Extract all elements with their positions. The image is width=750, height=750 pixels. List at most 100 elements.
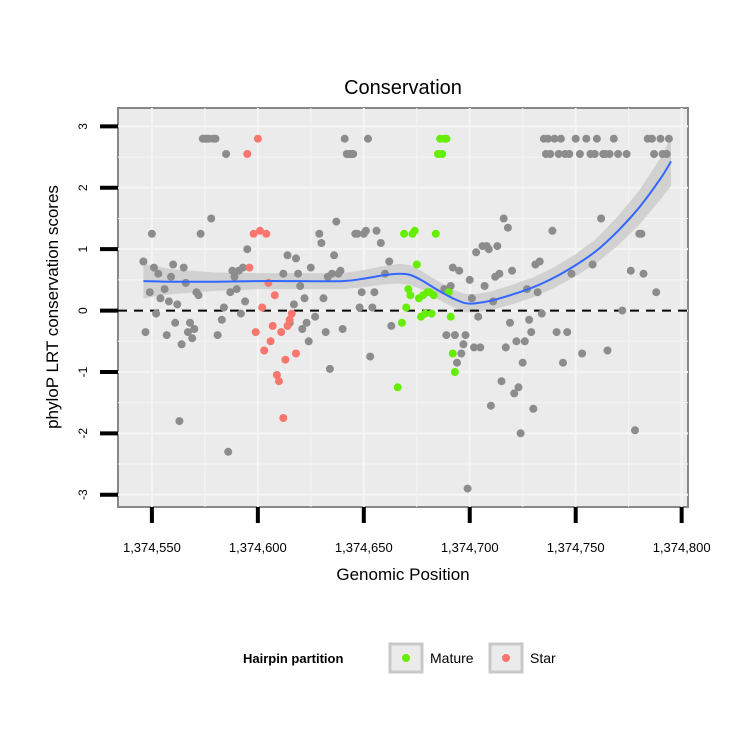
chart-title: Conservation	[344, 77, 462, 99]
y-tick-label: -2	[76, 428, 90, 439]
point-other	[328, 269, 336, 278]
smooth-trend-line	[143, 160, 672, 305]
y-axis-label: phyloP LRT conservation scores	[43, 185, 62, 429]
point-other	[470, 343, 478, 352]
point-other	[588, 260, 597, 269]
point-star	[258, 303, 267, 312]
point-other	[177, 340, 186, 349]
point-other	[590, 150, 599, 158]
point-other	[300, 294, 309, 303]
point-other	[361, 226, 370, 235]
point-other	[306, 263, 315, 272]
point-other	[332, 217, 341, 226]
point-other	[578, 349, 587, 358]
point-other	[355, 303, 364, 312]
point-other	[338, 325, 347, 333]
point-mature	[402, 303, 411, 312]
point-other	[243, 245, 252, 254]
legend-title: Hairpin partition	[243, 651, 343, 666]
point-star	[245, 263, 254, 272]
point-other	[232, 285, 241, 294]
point-star	[279, 414, 288, 422]
y-tick-label: -1	[76, 366, 90, 377]
point-other	[353, 229, 362, 238]
point-other	[315, 229, 324, 238]
point-other	[501, 343, 510, 352]
legend-mature-swatch	[402, 654, 410, 662]
point-other	[154, 269, 163, 278]
x-axis-label: Genomic Position	[336, 565, 469, 584]
point-other	[516, 429, 525, 438]
point-other	[169, 260, 178, 269]
point-mature	[446, 312, 455, 321]
point-other	[224, 447, 233, 456]
point-other	[582, 134, 591, 143]
point-star	[275, 377, 283, 386]
x-tick-label: 1,374,750	[547, 540, 605, 555]
legend: Hairpin partition Mature Star	[243, 642, 556, 674]
point-other	[152, 309, 161, 318]
point-other	[565, 150, 574, 158]
point-other	[296, 282, 305, 290]
point-mature	[397, 318, 406, 327]
point-other	[563, 328, 572, 337]
point-mature	[400, 229, 409, 238]
point-other	[639, 269, 648, 278]
point-other	[518, 358, 527, 367]
point-other	[457, 349, 466, 358]
point-other	[364, 134, 372, 143]
point-other	[289, 300, 298, 309]
point-mature	[427, 309, 436, 318]
point-other	[618, 306, 627, 315]
point-other	[662, 150, 671, 158]
point-other	[222, 150, 231, 158]
point-other	[319, 294, 328, 303]
confidence-ribbon	[143, 136, 671, 313]
point-other	[160, 285, 169, 294]
point-other	[548, 226, 557, 235]
point-star	[266, 337, 275, 346]
point-other	[230, 272, 239, 281]
point-star	[287, 309, 296, 318]
point-star	[260, 346, 269, 355]
point-star	[285, 315, 294, 324]
data-points	[139, 134, 673, 493]
point-other	[499, 214, 508, 223]
point-star	[277, 328, 286, 337]
point-star	[253, 134, 262, 143]
point-other	[463, 484, 472, 493]
point-other	[294, 269, 303, 278]
point-other	[453, 358, 461, 367]
point-other	[372, 226, 381, 235]
point-other	[567, 269, 576, 278]
point-other	[459, 340, 468, 349]
x-axis: 1,374,550 1,374,600 1,374,650 1,374,700 1,37…	[123, 507, 711, 555]
point-other	[190, 325, 199, 333]
point-other	[171, 318, 180, 327]
point-other	[156, 294, 165, 303]
y-tick-label: 0	[76, 307, 90, 314]
y-tick-label: 1	[76, 246, 90, 253]
point-other	[366, 352, 375, 361]
point-mature	[410, 226, 419, 235]
point-mature	[450, 368, 459, 376]
point-other	[461, 331, 470, 340]
point-other	[597, 214, 606, 223]
point-other	[325, 364, 334, 373]
point-other	[474, 312, 483, 321]
point-other	[497, 377, 506, 386]
legend-mature-label: Mature	[430, 650, 474, 666]
point-other	[442, 331, 451, 340]
point-other	[173, 300, 182, 309]
point-other	[525, 315, 534, 324]
smooth-line-layer	[143, 160, 672, 305]
point-mature	[429, 291, 438, 300]
point-other	[304, 337, 313, 346]
point-other	[614, 150, 623, 158]
point-other	[194, 291, 203, 300]
point-other	[368, 303, 377, 312]
point-other	[535, 257, 544, 266]
point-other	[480, 282, 489, 290]
point-other	[147, 229, 156, 238]
